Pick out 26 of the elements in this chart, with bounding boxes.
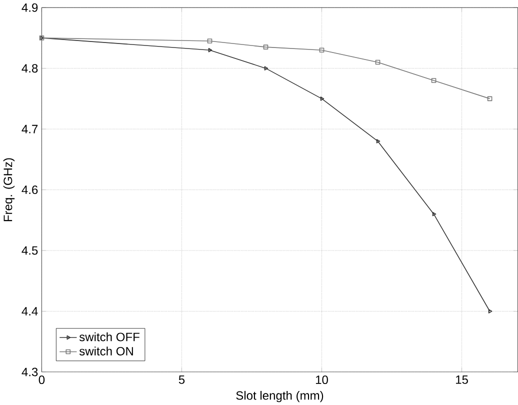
x-tick-label: 0 [38,375,45,384]
point [208,48,212,52]
y-tick-label: 4.5 [22,246,38,254]
y-tick-label: 4.9 [22,3,38,12]
point [431,78,436,83]
y-tick-label: 4.3 [22,368,38,376]
x-tick-label: 15 [456,375,468,384]
y-axis-title: Freq. (GHz) [3,158,15,221]
point [264,66,268,70]
point [375,60,380,64]
point [376,138,380,144]
y-tick-label: 4.6 [22,185,38,194]
legend-label: switch ON [79,346,133,356]
y-tick-label: 4.4 [22,306,38,316]
point [487,96,492,101]
y-tick-label: 4.7 [22,124,38,133]
point [432,212,436,216]
y-tick-label: 4.8 [22,64,38,72]
x-axis-title: Slot length (mm) [236,390,324,402]
legend-label: switch OFF [79,332,140,341]
point [319,47,324,52]
point [207,38,212,44]
point [263,44,268,50]
point [320,96,324,101]
x-tick-label: 5 [178,375,185,384]
x-tick-label: 10 [316,375,328,384]
